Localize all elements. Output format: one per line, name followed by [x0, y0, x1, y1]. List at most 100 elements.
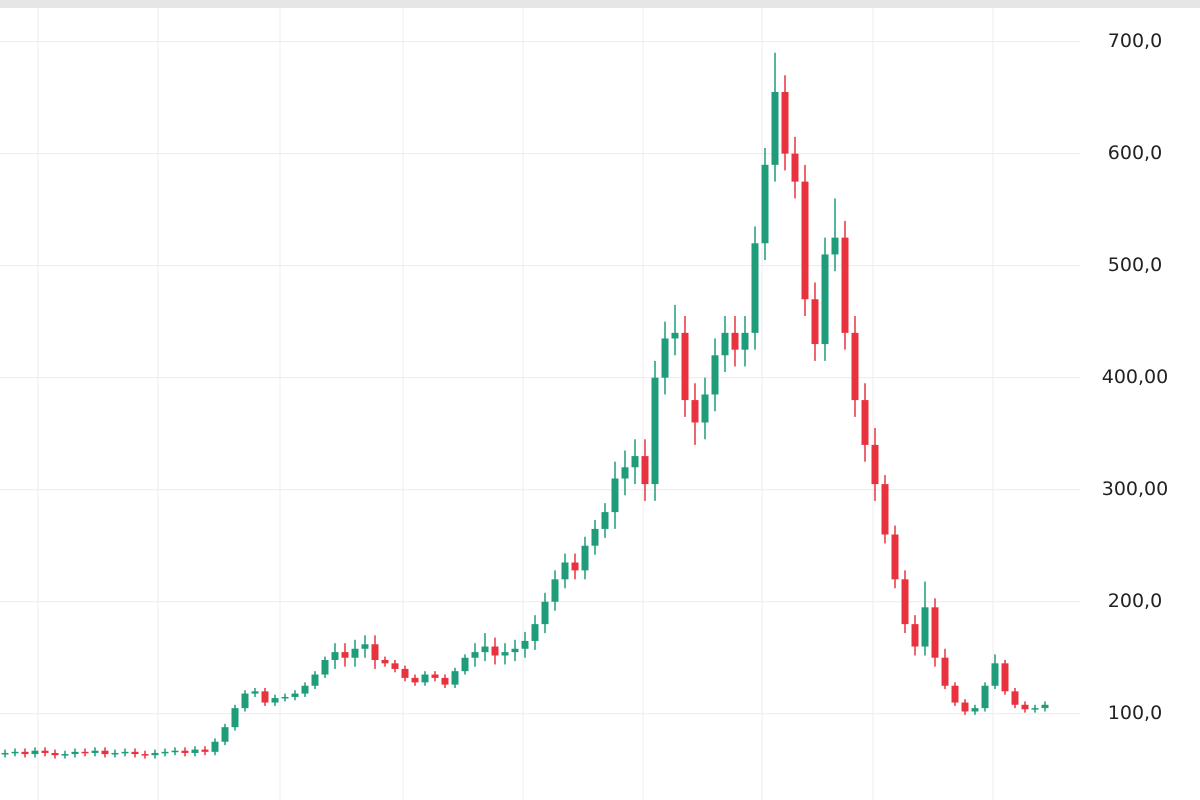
candle-body [251, 691, 259, 694]
y-tick-label: 300,00 [1102, 478, 1168, 500]
candle-body [741, 332, 749, 350]
candle-body [991, 663, 999, 686]
candle-body [381, 659, 389, 664]
candle-body [841, 237, 849, 333]
candle-body [551, 579, 559, 602]
candle-body [411, 677, 419, 683]
candle-body [851, 332, 859, 401]
candle-body [581, 545, 589, 571]
candle-body [591, 528, 599, 546]
candle-body [791, 153, 799, 182]
candle-body [191, 749, 199, 753]
candle-body [231, 708, 239, 728]
candle-body [131, 751, 139, 755]
candle-body [101, 750, 109, 755]
y-tick-label: 500,0 [1108, 254, 1162, 276]
candle-body [351, 648, 359, 658]
candle-body [201, 749, 209, 752]
candle-body [161, 751, 169, 754]
candle-body [711, 355, 719, 395]
candle-body [941, 657, 949, 686]
candle-body [451, 671, 459, 685]
candle-body [71, 751, 79, 755]
candle-body [21, 751, 29, 755]
candle-body [971, 708, 979, 712]
candle-body [561, 562, 569, 580]
candle-body [571, 562, 579, 571]
candle-body [721, 332, 729, 356]
candle-body [241, 693, 249, 709]
candle-body [111, 752, 119, 755]
candle-body [491, 646, 499, 656]
candle-body [331, 652, 339, 660]
candle-body [361, 644, 369, 649]
candle-body [211, 741, 219, 752]
candle-body [91, 750, 99, 753]
top-bar [0, 0, 1200, 8]
candle-body [521, 640, 529, 649]
candle-body [181, 750, 189, 753]
candle-body [671, 332, 679, 339]
candle-body [81, 751, 89, 754]
candle-body [431, 674, 439, 678]
candle-body [1041, 704, 1049, 709]
candle-body [291, 693, 299, 697]
candle-body [171, 750, 179, 753]
candle-body [281, 696, 289, 699]
candle-body [141, 754, 149, 756]
candle-body [701, 394, 709, 423]
candle-body [221, 727, 229, 742]
y-tick-label: 600,0 [1108, 142, 1162, 164]
y-tick-label: 700,0 [1108, 30, 1162, 52]
candle-body [41, 750, 49, 753]
candle-body [811, 299, 819, 345]
candle-body [1011, 691, 1019, 705]
candle-body [891, 534, 899, 580]
candle-body [341, 652, 349, 658]
candle-body [641, 456, 649, 485]
candle-body [761, 164, 769, 244]
candle-body [31, 750, 39, 755]
candle-body [271, 698, 279, 703]
y-tick-label: 100,0 [1108, 702, 1162, 724]
candle-body [881, 484, 889, 535]
candle-body [801, 181, 809, 300]
y-tick-label: 200,0 [1108, 590, 1162, 612]
candle-body [391, 663, 399, 669]
candle-body [911, 624, 919, 647]
candle-body [481, 646, 489, 653]
candle-body [511, 648, 519, 653]
candle-body [441, 677, 449, 685]
candle-body [751, 243, 759, 333]
candle-body [321, 659, 329, 675]
candle-body [771, 92, 779, 165]
y-tick-label: 400,00 [1102, 366, 1168, 388]
candle-body [401, 668, 409, 678]
candle-body [1021, 704, 1029, 710]
candle-body [541, 601, 549, 625]
candle-body [471, 652, 479, 658]
candle-body [311, 674, 319, 686]
candle-body [861, 400, 869, 445]
candle-body [651, 377, 659, 485]
candle-body [981, 685, 989, 709]
candle-body [1001, 663, 1009, 692]
candle-body [821, 254, 829, 345]
candle-body [931, 607, 939, 658]
vertical-grid [37, 8, 994, 800]
candle-body [121, 751, 129, 754]
candle-body [501, 652, 509, 656]
candle-body [921, 607, 929, 647]
candle-body [1, 752, 9, 755]
candle-body [531, 624, 539, 641]
candle-body [731, 332, 739, 350]
candle-body [61, 754, 69, 756]
candle-body [301, 685, 309, 694]
candle-body [51, 752, 59, 756]
candle-body [421, 674, 429, 683]
candle-body [681, 332, 689, 401]
candle-body [461, 657, 469, 672]
candle-body [1031, 708, 1039, 710]
candle-body [871, 444, 879, 485]
